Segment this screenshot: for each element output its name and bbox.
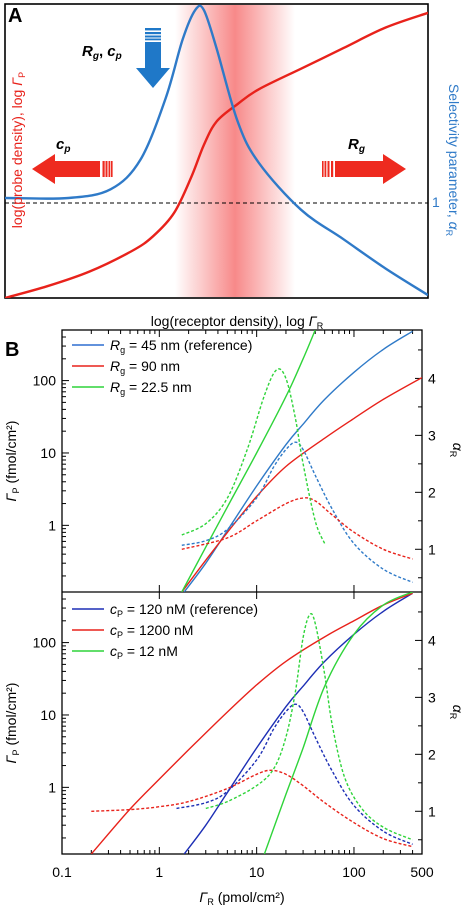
down-arrow-label: Rg, cp <box>82 43 122 62</box>
panel-b-xlabel: ΓR (pmol/cm²) <box>199 889 284 907</box>
right-arrow <box>322 154 406 184</box>
right-arrow-stripe <box>331 161 334 177</box>
down-arrow-stripes <box>145 28 161 41</box>
panel-a-red-curve <box>5 11 428 298</box>
panel-b-ticks <box>61 330 423 854</box>
left-arrow-stripe <box>108 161 111 177</box>
panel-b-bottom-curves <box>90 592 413 854</box>
panel-b-top-series-3 <box>181 330 316 592</box>
tick-label: 3 <box>428 427 436 443</box>
left-arrow-stripes <box>102 161 113 177</box>
legend-top-entry-2: Rg = 90 nm <box>110 358 180 376</box>
down-arrow-stripe <box>145 35 161 38</box>
panel-a-frame <box>4 3 429 299</box>
tick-label: 0.1 <box>52 864 72 880</box>
left-arrow-icon <box>32 154 100 184</box>
panel-b-bottom-series-1 <box>183 592 413 854</box>
left-arrow <box>32 154 113 184</box>
tick-label: 2 <box>428 746 436 762</box>
tick-label: 100 <box>33 373 57 389</box>
legend-top-entry-3: Rg = 22.5 nm <box>110 379 192 397</box>
right-arrow-icon <box>335 154 406 184</box>
panel-b-bottom-ylabel: ΓP (fmol/cm²) <box>3 683 21 764</box>
tick-label: 1 <box>428 803 436 819</box>
panel-b-letter: B <box>5 339 19 361</box>
legend-top-entry-1: Rg = 45 nm (reference) <box>110 337 252 355</box>
panel-a-letter: A <box>8 5 22 27</box>
panel-a: A Rg, cp cp Rg 1 log(receptor density), <box>4 3 462 331</box>
right-arrow-stripe <box>327 161 330 177</box>
tick-label: 100 <box>342 864 366 880</box>
panel-b-top-series-6 <box>181 368 326 544</box>
tick-label: 500 <box>410 864 434 880</box>
down-arrow-icon <box>136 42 170 88</box>
panel-a-highlight-band <box>175 5 295 297</box>
tick-label: 4 <box>428 632 436 648</box>
tick-label: 10 <box>249 864 265 880</box>
right-arrow-stripe <box>324 161 327 177</box>
down-arrow-stripe <box>145 28 161 31</box>
right-arrow-stripes <box>322 161 334 177</box>
panel-b-bottom-series-2 <box>90 592 413 854</box>
tick-label: 10 <box>40 707 56 723</box>
panel-b-top-ylabel: ΓP (fmol/cm²) <box>3 421 21 502</box>
tick-label: 1 <box>428 541 436 557</box>
panel-b-tick-labels: 0.1 1 10 100 500 1 10 100 1 2 3 4 1 10 100 1 2 3 4 <box>33 370 436 880</box>
tick-label: 100 <box>33 635 57 651</box>
legend-bottom-entry-2: cP = 1200 nM <box>110 622 193 640</box>
panel-b-bottom-y2label: αR <box>448 705 466 720</box>
panel-b-bottom-series-5 <box>91 769 413 848</box>
panel-a-xlabel: log(receptor density), log ΓR <box>151 313 324 331</box>
left-arrow-stripe <box>111 161 113 177</box>
panel-b-top-y2label: αR <box>448 443 466 458</box>
tick-label: 2 <box>428 484 436 500</box>
down-arrow <box>136 28 170 88</box>
tick-label: 3 <box>428 689 436 705</box>
legend-bottom: cP = 120 nM (reference) cP = 1200 nM cP … <box>72 601 258 661</box>
panel-b-top-series-2 <box>181 376 422 592</box>
panel-b: B 0.1 1 10 100 500 1 10 100 1 2 3 4 1 10 100 1 2 3 4 Rg = … <box>3 329 466 907</box>
panel-b-top-series-5 <box>181 497 413 560</box>
panel-a-ref-tick: 1 <box>432 194 440 210</box>
panel-b-top-curves <box>181 330 422 592</box>
down-arrow-stripe <box>145 38 161 41</box>
panel-b-bottom-series-6 <box>205 613 413 841</box>
tick-label: 1 <box>48 517 56 533</box>
panel-a-ylabel-right: Selectivity parameter, αR <box>444 84 462 237</box>
panel-b-top-series-4 <box>181 441 413 583</box>
tick-label: 4 <box>428 370 436 386</box>
down-arrow-stripe <box>145 32 161 35</box>
legend-top: Rg = 45 nm (reference) Rg = 90 nm Rg = 2… <box>72 337 252 397</box>
panel-a-ylabel-left: log(probe density), log ΓP <box>9 72 27 228</box>
legend-bottom-entry-1: cP = 120 nM (reference) <box>110 601 258 619</box>
legend-bottom-entry-3: cP = 12 nM <box>110 643 178 661</box>
tick-label: 1 <box>48 779 56 795</box>
tick-label: 10 <box>40 445 56 461</box>
left-arrow-label: cp <box>56 136 70 155</box>
panel-b-bottom-series-3 <box>263 592 413 854</box>
left-arrow-stripe <box>102 161 105 177</box>
right-arrow-stripe <box>322 161 324 177</box>
panel-b-bottom-series-4 <box>176 703 413 845</box>
panel-a-blue-curve <box>5 4 428 297</box>
tick-label: 1 <box>155 864 163 880</box>
right-arrow-label: Rg <box>348 136 365 155</box>
left-arrow-stripe <box>105 161 108 177</box>
